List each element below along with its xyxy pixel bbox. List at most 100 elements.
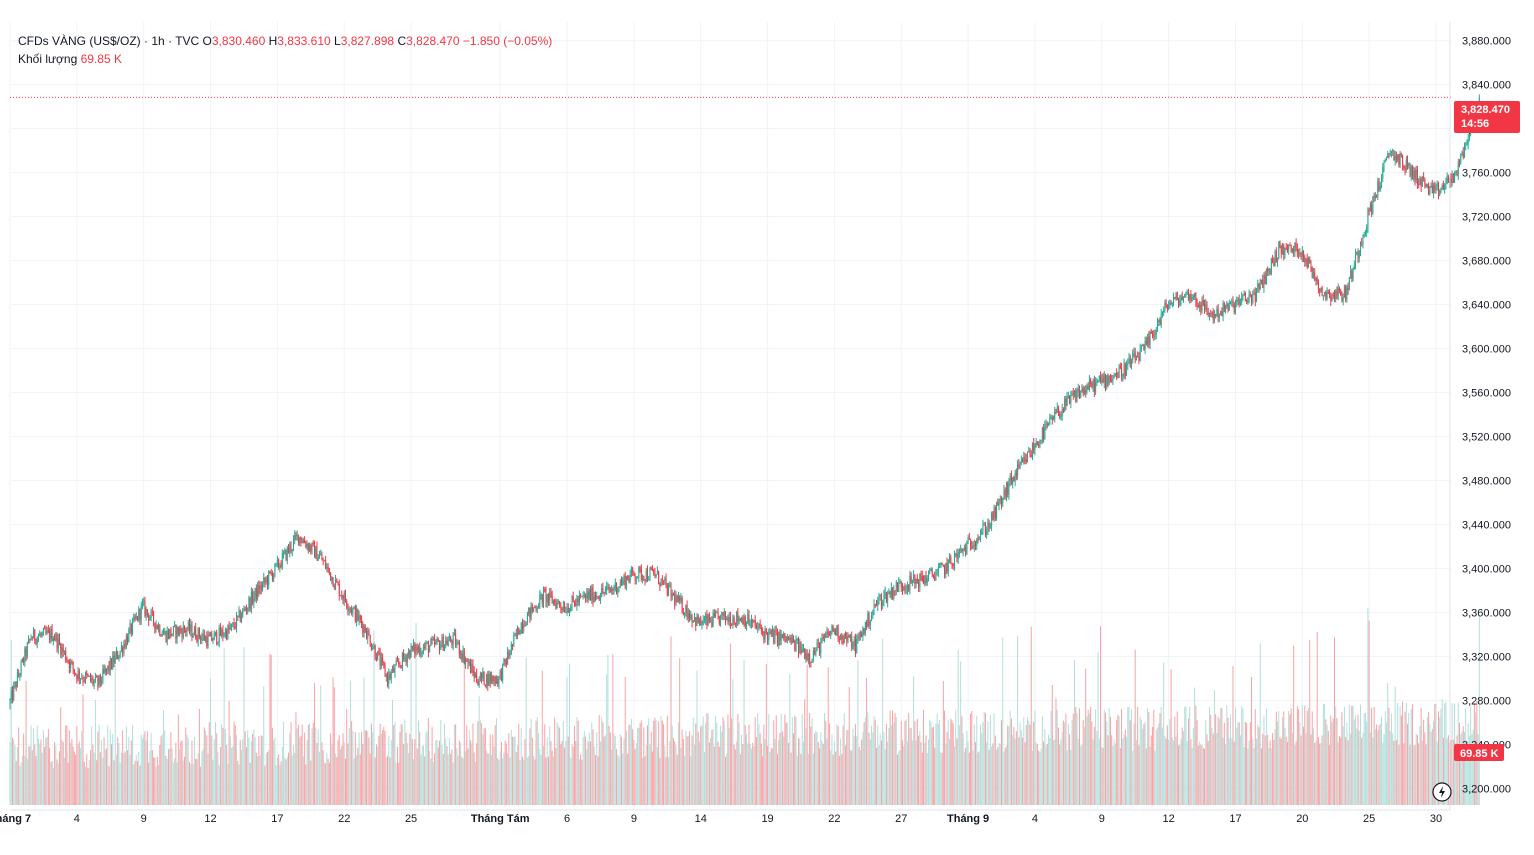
candle-body [1041,427,1043,441]
volume-bar [848,686,850,805]
volume-bar [400,724,402,805]
volume-bar [1116,720,1118,805]
candle-body [1441,185,1443,189]
candle-body [1216,308,1218,317]
candle-body [849,636,851,638]
candle-body [504,659,506,662]
volume-bar [304,732,306,805]
lightning-icon[interactable] [1432,782,1452,802]
candle-body [67,660,69,663]
volume-bar [656,747,658,805]
candle-body [607,586,609,588]
volume-bar [694,744,696,805]
candle-body [382,657,384,662]
candle-body [801,649,803,653]
candle-body [1407,159,1409,166]
candle-body [1129,357,1131,368]
candle-body [1213,314,1215,320]
volume-bar [1176,711,1178,805]
candle-body [93,680,95,684]
candle-body [347,607,349,611]
candle-body [982,525,984,532]
volume-bar [822,743,824,805]
candle-body [233,622,235,627]
volume-bar [1205,720,1207,805]
candle-body [383,661,385,666]
candle-body [744,616,746,627]
interval-label[interactable]: 1h [151,34,165,48]
volume-bar [255,752,257,805]
candle-body [517,627,519,635]
volume-bar [296,728,298,805]
candle-body [487,674,489,686]
candle-body [122,646,124,654]
volume-bar [9,742,11,805]
volume-bar [1173,740,1175,805]
volume-bar [846,730,848,805]
volume-bar [826,738,828,805]
candle-body [653,570,655,573]
volume-bar [1074,660,1076,805]
volume-bar [769,751,771,805]
volume-bar [306,739,308,805]
volume-bar [439,740,441,805]
volume-bar [1420,707,1422,805]
volume-bar [228,700,230,805]
candle-body [340,595,342,597]
candle-body [269,571,271,573]
candle-body [545,591,547,603]
volume-bar [1436,741,1438,805]
volume-bar [1185,706,1187,805]
candle-body [966,542,968,555]
volume-bar [955,709,957,805]
volume-bar [659,757,661,805]
volume-bar [440,720,442,805]
symbol-name[interactable]: CFDs VÀNG (US$/OZ) [18,34,141,48]
volume-bar [159,745,161,805]
candle-body [333,586,335,588]
volume-bar [835,751,837,805]
volume-bar [635,743,637,805]
volume-bar [949,739,951,805]
volume-bar [577,720,579,805]
candle-body [285,549,287,561]
candle-body [1017,464,1019,476]
volume-bar [1231,738,1233,805]
candle-body [257,585,259,599]
candle-body [930,569,932,571]
candle-body [1081,387,1083,391]
volume-bar [1366,721,1368,805]
ohlc-row: CFDs VÀNG (US$/OZ) · 1h · TVC O3,830.460… [18,34,553,48]
candle-body [1218,314,1220,318]
candle-body [779,631,781,641]
volume-bar [1222,737,1224,805]
volume-bar [811,718,813,805]
volume-bar [340,749,342,805]
volume-bar [307,725,309,805]
candle-body [1415,169,1417,181]
volume-bar [1340,737,1342,805]
candle-body [1286,249,1288,251]
volume-bar [738,722,740,805]
volume-bar [460,742,462,805]
candle-body [134,616,136,619]
candle-body [670,584,672,597]
candle-body [317,557,319,561]
volume-bar [14,745,16,805]
volume-bar [732,679,734,805]
candle-body [1413,170,1415,179]
candle-body [167,630,169,638]
volume-bar [138,751,140,805]
volume-bar [1348,704,1350,805]
candle-body [675,596,677,605]
price-axis[interactable]: 3,880.0003,840.0003,800.0003,760.0003,72… [1449,22,1511,810]
volume-bar [977,752,979,805]
candle-body [266,578,268,585]
volume-bar [648,718,650,805]
candle-body [164,631,166,634]
candle-body [75,673,77,675]
candle-body [639,567,641,569]
candle-body [1233,304,1235,313]
